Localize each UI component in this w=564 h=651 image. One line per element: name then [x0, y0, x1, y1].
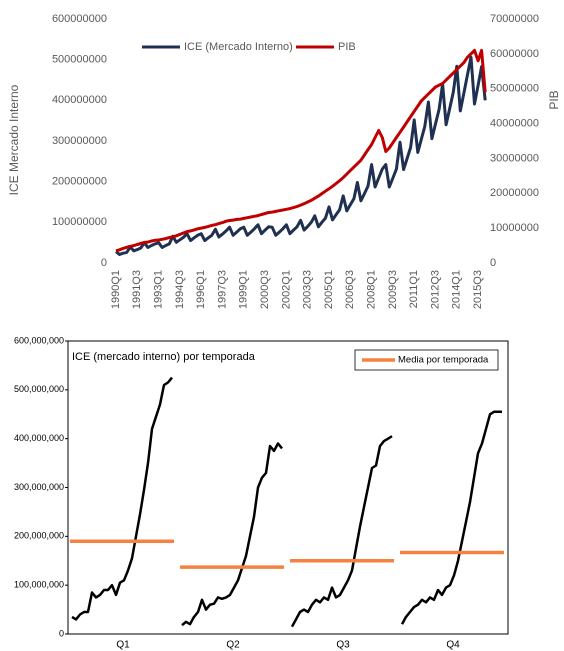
y2-tick-label: 0 [490, 257, 496, 269]
x-tick-label: Q4 [446, 640, 460, 651]
y2-tick-label: 20000000 [490, 187, 539, 199]
series-line [115, 55, 487, 256]
legend-label: ICE (Mercado Interno) [184, 41, 293, 53]
x-tick-label: 2011Q1 [408, 270, 420, 308]
y2-axis-title: PIB [547, 90, 561, 109]
x-tick-label: 1999Q1 [238, 270, 250, 309]
x-tick-label: 1994Q3 [174, 270, 186, 309]
y-tick-label: 400000000 [52, 94, 107, 106]
y-tick-label: 600,000,000 [14, 335, 64, 345]
x-tick-label: 1991Q3 [131, 270, 143, 309]
season-line [400, 410, 502, 625]
plot-border [67, 340, 509, 635]
season-line [71, 376, 173, 621]
y2-tick-label: 10000000 [490, 222, 539, 234]
x-tick-label: 1990Q1 [110, 270, 122, 309]
x-tick-label: 2014Q1 [451, 270, 463, 309]
y-tick-label: 400,000,000 [14, 433, 64, 443]
x-tick-label: Q3 [336, 640, 350, 651]
y-tick-label: 600000000 [52, 13, 107, 25]
legend-box [354, 349, 499, 371]
x-tick-label: 2012Q3 [429, 270, 441, 309]
y2-tick-label: 70000000 [490, 13, 539, 25]
x-tick-label: 1993Q1 [153, 270, 165, 309]
y2-tick-label: 60000000 [490, 48, 539, 60]
y-tick-label: 300000000 [52, 135, 107, 147]
y-tick-label: 200,000,000 [14, 531, 64, 541]
y-tick-label: 100,000,000 [14, 580, 64, 590]
x-tick-label: 2015Q3 [472, 270, 484, 309]
x-tick-label: 1996Q1 [195, 270, 207, 309]
y-tick-label: 0 [101, 257, 107, 269]
season-line [290, 435, 393, 628]
legend-label: PIB [338, 41, 356, 53]
x-tick-label: 2005Q1 [323, 270, 335, 309]
y-tick-label: 100000000 [52, 216, 107, 228]
legend-label: Media por temporada [398, 355, 489, 366]
y-axis-title: ICE Mercado Interno [7, 84, 21, 195]
x-tick-label: 2003Q3 [302, 270, 314, 309]
x-tick-label: 2009Q3 [387, 270, 399, 309]
y-tick-label: 200000000 [52, 176, 107, 188]
y-tick-label: 500000000 [52, 54, 107, 66]
y-tick-label: 300,000,000 [14, 482, 64, 492]
x-tick-label: Q2 [226, 640, 240, 651]
y-tick-label: 0 [59, 628, 64, 638]
x-tick-label: 1997Q3 [216, 270, 228, 309]
y2-tick-label: 30000000 [490, 152, 539, 164]
x-tick-label: Q1 [116, 640, 130, 651]
season-line [181, 442, 283, 627]
x-tick-label: 2000Q3 [259, 270, 271, 309]
y-tick-label: 500,000,000 [14, 384, 64, 394]
x-tick-label: 2008Q1 [366, 270, 378, 309]
y2-tick-label: 40000000 [490, 117, 539, 129]
x-tick-label: 2006Q3 [344, 270, 356, 309]
x-tick-label: 2002Q1 [280, 270, 292, 309]
series-line [115, 48, 487, 253]
chart-title: ICE (mercado interno) por temporada [72, 351, 256, 363]
y2-tick-label: 50000000 [490, 83, 539, 95]
